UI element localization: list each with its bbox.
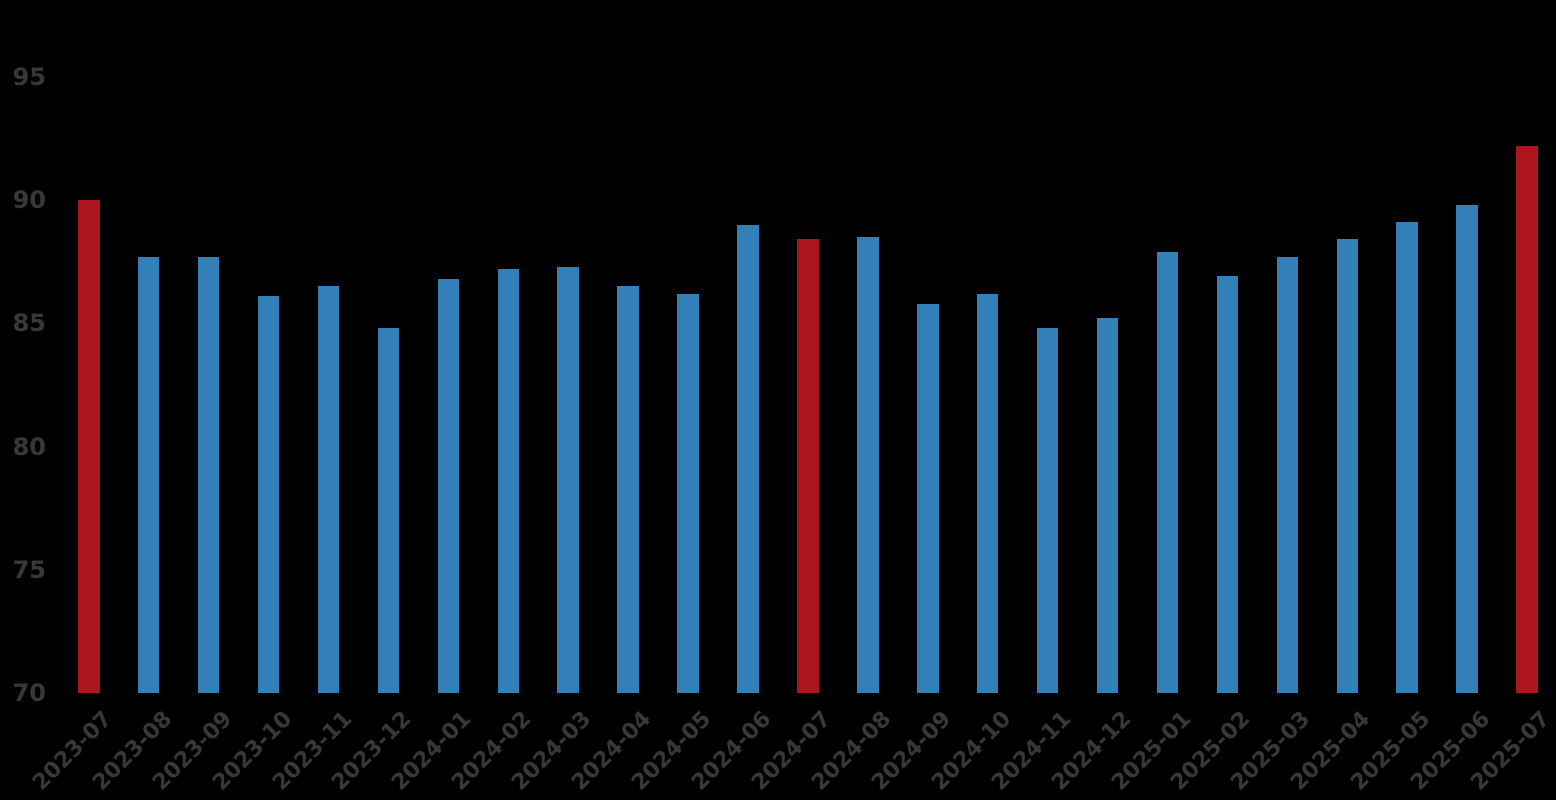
bar-2024-12 — [1096, 318, 1119, 693]
y-axis-tick-label-70: 70 — [12, 679, 46, 707]
y-axis-tick-label-90: 90 — [12, 186, 46, 214]
bar-2024-08 — [857, 236, 879, 693]
bar-2023-09 — [197, 256, 220, 693]
bar-2024-05 — [677, 293, 699, 693]
bar-2024-07 — [797, 239, 819, 693]
bar-2023-10 — [257, 296, 280, 693]
bar-2025-03 — [1276, 256, 1299, 693]
y-axis-tick-label-95: 95 — [12, 62, 46, 91]
bar-2024-09 — [917, 303, 939, 693]
bar-2024-02 — [497, 269, 519, 693]
bar-2024-03 — [557, 266, 579, 693]
bar-2024-06 — [737, 224, 759, 693]
bar-2024-04 — [617, 286, 639, 693]
bar-2023-08 — [137, 256, 160, 693]
bar-2023-12 — [377, 328, 400, 693]
y-axis-tick-label-75: 75 — [12, 555, 46, 584]
bar-2025-06 — [1456, 204, 1478, 693]
bar-2024-01 — [437, 278, 460, 693]
bar-2024-11 — [1036, 328, 1059, 693]
bar-2024-10 — [976, 293, 999, 693]
bar-2025-02 — [1216, 276, 1239, 693]
y-axis-tick-label-80: 80 — [12, 432, 46, 461]
bar-2025-07 — [1516, 145, 1538, 693]
y-axis-tick-label-85: 85 — [12, 309, 46, 338]
bar-2025-05 — [1396, 222, 1418, 693]
bar-2025-04 — [1336, 239, 1359, 693]
bar-2025-01 — [1156, 251, 1179, 693]
bar-2023-07 — [78, 200, 100, 693]
bar-2023-11 — [317, 286, 340, 693]
